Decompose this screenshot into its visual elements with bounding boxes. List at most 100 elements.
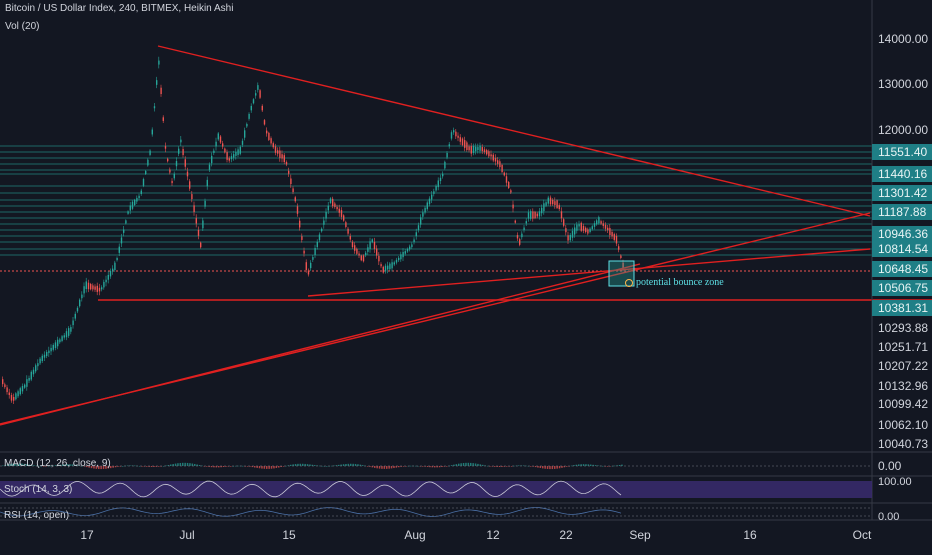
macd-bar xyxy=(261,466,263,469)
macd-bar xyxy=(14,463,16,466)
candle-body xyxy=(373,241,376,249)
macd-bar xyxy=(232,465,234,467)
candle-body xyxy=(90,284,92,290)
macd-bar xyxy=(69,464,71,466)
macd-bar xyxy=(592,464,594,466)
bounce-zone-box[interactable] xyxy=(608,260,635,287)
candle-body xyxy=(114,262,116,271)
macd-label[interactable]: MACD (12, 26, close, 9) xyxy=(4,458,111,469)
candle-body xyxy=(598,217,600,224)
macd-bar xyxy=(203,466,206,467)
candle-body xyxy=(142,179,145,186)
candle-body xyxy=(433,191,435,194)
macd-bar xyxy=(309,464,311,466)
macd-bar xyxy=(249,466,251,467)
candle-body xyxy=(349,236,351,240)
candle-body xyxy=(35,365,37,372)
macd-bar xyxy=(472,463,474,466)
candle-body xyxy=(325,212,327,219)
candle-body xyxy=(112,268,114,272)
macd-bar xyxy=(352,463,354,466)
macd-bar xyxy=(292,464,294,466)
candle-body xyxy=(567,235,569,241)
candle-body xyxy=(435,185,437,191)
candle-body xyxy=(409,246,411,250)
macd-bar xyxy=(222,466,225,468)
macd-bar xyxy=(78,465,81,467)
macd-bar xyxy=(580,464,582,466)
macd-bar xyxy=(74,464,76,466)
candle-body xyxy=(497,160,499,164)
candle-body xyxy=(72,320,74,326)
candle-body xyxy=(41,355,43,362)
macd-bar xyxy=(143,466,146,467)
candle-body xyxy=(569,234,571,241)
candle-body xyxy=(459,137,461,142)
candle-body xyxy=(450,132,453,139)
candle-body xyxy=(329,198,332,203)
candle-body xyxy=(303,250,305,254)
macd-bar xyxy=(350,463,352,466)
price-scale-label: 11301.42 xyxy=(872,185,932,201)
macd-bar xyxy=(482,464,484,466)
rsi-label[interactable]: RSI (14, open) xyxy=(4,510,70,521)
candle-body xyxy=(283,155,285,163)
macd-bar xyxy=(122,465,124,467)
candle-body xyxy=(340,210,343,217)
candle-body xyxy=(591,226,593,230)
crosshair-icon xyxy=(625,279,633,287)
candle-body xyxy=(461,138,464,146)
candle-body xyxy=(574,227,576,235)
candle-body xyxy=(492,154,494,161)
stoch-label[interactable]: Stoch (14, 3, 3) xyxy=(4,484,73,495)
macd-bar xyxy=(184,462,186,466)
candle-body xyxy=(593,223,596,227)
macd-bar xyxy=(539,466,542,469)
candle-body xyxy=(96,285,98,292)
macd-bar xyxy=(467,462,470,466)
macd-bar xyxy=(518,465,520,467)
macd-bar xyxy=(26,464,28,466)
trend-line xyxy=(157,45,871,217)
macd-bar xyxy=(506,466,508,467)
candle-body xyxy=(248,113,250,119)
macd-bar xyxy=(194,463,196,466)
candle-body xyxy=(46,351,48,357)
macd-bar xyxy=(578,464,580,466)
macd-bar xyxy=(2,465,4,467)
bounce-zone-annotation[interactable]: potential bounce zone xyxy=(636,277,724,288)
candle-body xyxy=(39,358,41,364)
candle-body xyxy=(369,241,371,250)
candle-body xyxy=(241,140,244,145)
macd-bar xyxy=(191,463,194,466)
macd-bar xyxy=(431,466,434,468)
candle-body xyxy=(358,253,360,256)
candle-body xyxy=(596,220,598,225)
candle-body xyxy=(501,164,503,173)
candle-body xyxy=(147,159,149,166)
candle-body xyxy=(268,132,270,140)
candle-body xyxy=(246,123,248,127)
candle-body xyxy=(391,262,393,269)
candle-body xyxy=(620,255,622,258)
candle-body xyxy=(347,228,349,234)
volume-indicator-label[interactable]: Vol (20) xyxy=(5,21,40,32)
macd-bar xyxy=(234,465,237,467)
macd-bar xyxy=(93,466,95,469)
candle-body xyxy=(310,262,312,269)
macd-bar xyxy=(369,466,371,467)
macd-bar xyxy=(304,463,306,466)
date-axis-label: Oct xyxy=(852,528,872,542)
candle-body xyxy=(541,207,543,214)
candle-body xyxy=(442,173,444,177)
macd-bar xyxy=(558,466,561,469)
candle-body xyxy=(587,229,589,234)
candle-body xyxy=(576,224,578,231)
rsi-scale-value: 0.00 xyxy=(878,511,900,523)
macd-bar xyxy=(575,464,578,466)
macd-bar xyxy=(198,465,201,466)
macd-bar xyxy=(244,466,246,467)
macd-bar xyxy=(496,466,498,467)
macd-bar xyxy=(453,464,455,466)
